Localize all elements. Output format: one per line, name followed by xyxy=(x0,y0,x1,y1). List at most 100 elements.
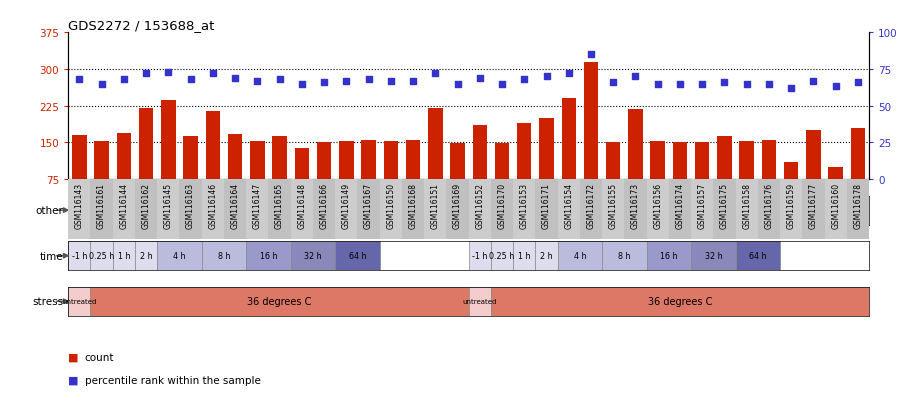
Point xyxy=(272,77,287,83)
Bar xyxy=(268,180,290,240)
Point xyxy=(495,81,510,88)
Bar xyxy=(339,142,353,216)
Bar xyxy=(606,143,621,216)
Bar xyxy=(135,242,157,271)
Bar xyxy=(406,140,420,216)
Text: heat resistant: heat resistant xyxy=(632,206,705,216)
Bar xyxy=(735,242,780,271)
Bar xyxy=(851,128,865,216)
Bar xyxy=(113,180,135,240)
Bar xyxy=(358,180,379,240)
Text: 32 h: 32 h xyxy=(304,252,322,261)
Point xyxy=(383,78,398,85)
Bar xyxy=(247,180,268,240)
Bar xyxy=(535,242,558,271)
Point xyxy=(740,81,754,88)
Text: GSM116166: GSM116166 xyxy=(319,183,329,229)
Bar xyxy=(647,180,669,240)
Text: ■: ■ xyxy=(68,375,79,385)
Text: GSM116168: GSM116168 xyxy=(409,183,418,228)
Text: GSM116175: GSM116175 xyxy=(720,183,729,229)
Bar xyxy=(184,137,197,216)
Bar xyxy=(469,180,490,240)
Text: GSM116153: GSM116153 xyxy=(520,183,529,229)
Text: percentile rank within the sample: percentile rank within the sample xyxy=(85,375,260,385)
Text: 2 h: 2 h xyxy=(541,252,552,261)
Text: 64 h: 64 h xyxy=(749,252,766,261)
Text: GSM116165: GSM116165 xyxy=(275,183,284,229)
Text: GSM116160: GSM116160 xyxy=(831,183,840,229)
Point xyxy=(628,74,642,81)
Bar xyxy=(490,242,513,271)
Point xyxy=(583,52,598,58)
Bar xyxy=(490,180,513,240)
Text: control: control xyxy=(250,206,287,216)
Bar xyxy=(691,242,735,271)
Point xyxy=(250,78,265,85)
Bar xyxy=(90,287,469,316)
Point xyxy=(161,69,176,76)
Bar xyxy=(335,180,358,240)
Text: GSM116145: GSM116145 xyxy=(164,183,173,229)
Point xyxy=(472,75,487,82)
Text: GSM116150: GSM116150 xyxy=(386,183,395,229)
Point xyxy=(406,78,420,85)
Bar xyxy=(68,242,90,271)
Bar xyxy=(247,242,290,271)
Bar xyxy=(651,142,665,216)
Bar xyxy=(828,167,843,216)
Text: GSM116176: GSM116176 xyxy=(764,183,774,229)
Bar xyxy=(90,180,113,240)
Text: GSM116174: GSM116174 xyxy=(675,183,684,229)
Bar xyxy=(513,242,535,271)
Text: ■: ■ xyxy=(68,352,79,362)
Bar xyxy=(628,110,642,216)
Point xyxy=(116,77,131,83)
Point xyxy=(695,81,710,88)
Point xyxy=(428,71,442,77)
Text: untreated: untreated xyxy=(462,299,497,304)
Point xyxy=(851,80,865,86)
Bar xyxy=(290,180,313,240)
Bar xyxy=(428,109,442,216)
Bar xyxy=(469,287,490,316)
Bar xyxy=(335,242,379,271)
Bar xyxy=(116,133,131,216)
Bar xyxy=(469,196,869,225)
Text: stress: stress xyxy=(33,297,64,306)
Bar xyxy=(68,287,90,316)
Bar xyxy=(695,143,710,216)
Text: GSM116159: GSM116159 xyxy=(786,183,795,229)
Bar xyxy=(290,242,335,271)
Text: GSM116149: GSM116149 xyxy=(342,183,351,229)
Bar xyxy=(90,242,113,271)
Point xyxy=(828,84,843,90)
Bar xyxy=(313,180,335,240)
Text: GSM116164: GSM116164 xyxy=(230,183,239,229)
Bar xyxy=(472,126,487,216)
Text: GSM116147: GSM116147 xyxy=(253,183,262,229)
Bar xyxy=(602,180,624,240)
Text: GSM116143: GSM116143 xyxy=(75,183,84,229)
Point xyxy=(606,80,621,86)
Bar xyxy=(558,180,580,240)
Text: 36 degrees C: 36 degrees C xyxy=(648,297,713,306)
Bar xyxy=(561,99,576,216)
Text: GDS2272 / 153688_at: GDS2272 / 153688_at xyxy=(68,19,215,31)
Bar xyxy=(558,242,602,271)
Bar xyxy=(384,142,398,216)
Bar xyxy=(402,180,424,240)
Bar xyxy=(580,180,602,240)
Bar xyxy=(762,140,776,216)
Bar xyxy=(361,141,376,216)
Text: 1 h: 1 h xyxy=(518,252,531,261)
Text: untreated: untreated xyxy=(62,299,96,304)
Bar xyxy=(272,137,287,216)
Bar xyxy=(228,134,242,216)
Point xyxy=(762,81,776,88)
Text: GSM116156: GSM116156 xyxy=(653,183,662,229)
Text: GSM116163: GSM116163 xyxy=(186,183,195,229)
Bar xyxy=(179,180,202,240)
Bar xyxy=(740,142,753,216)
Bar xyxy=(317,142,331,216)
